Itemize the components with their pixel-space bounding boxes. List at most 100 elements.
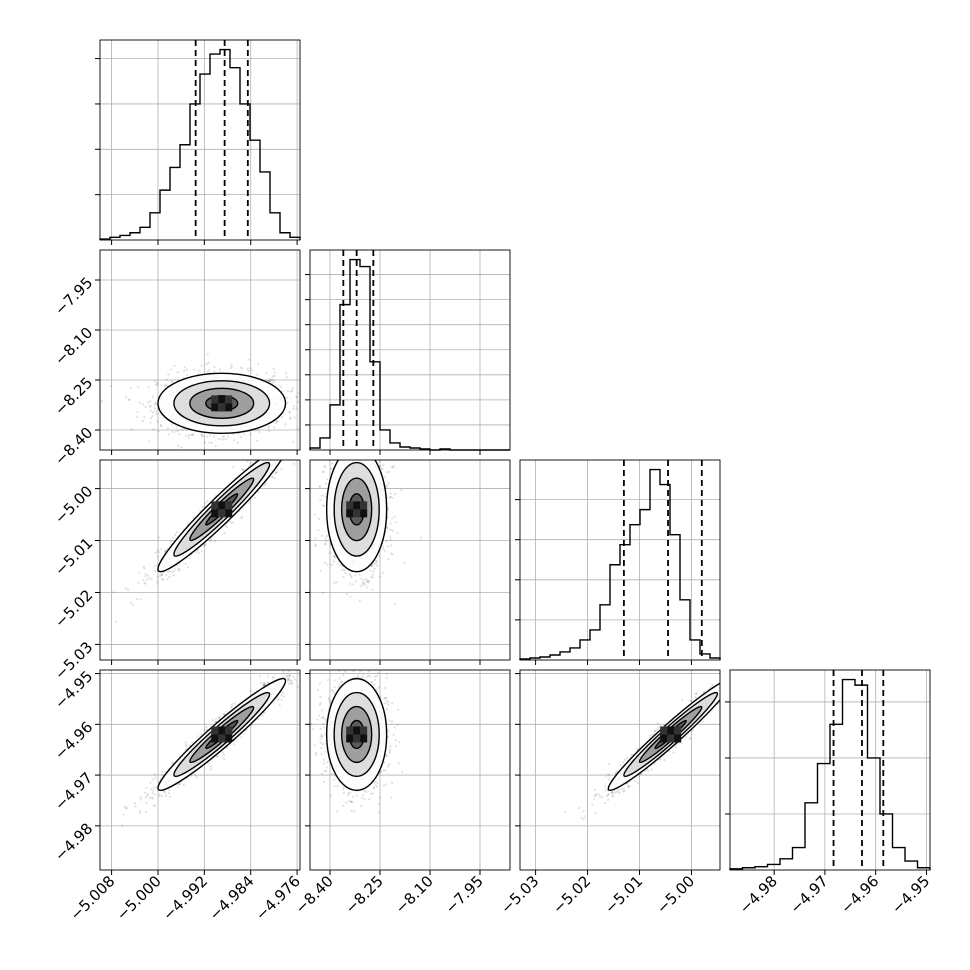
scatter-point xyxy=(214,540,217,543)
scatter-point xyxy=(229,367,232,370)
scatter-point xyxy=(378,465,382,468)
scatter-point xyxy=(230,705,233,708)
scatter-point xyxy=(364,442,366,444)
scatter-point xyxy=(154,383,158,386)
scatter-point xyxy=(148,577,151,580)
scatter-point xyxy=(295,407,298,410)
scatter-point xyxy=(310,428,312,430)
scatter-point xyxy=(183,369,186,372)
scatter-point xyxy=(333,581,336,585)
scatter-point xyxy=(160,384,163,387)
scatter-point xyxy=(262,684,265,687)
panel-frame xyxy=(99,459,301,661)
scatter-point xyxy=(222,751,225,754)
scatter-point xyxy=(241,468,244,472)
scatter-point xyxy=(217,437,220,441)
scatter-point xyxy=(346,593,349,596)
scatter-point xyxy=(253,496,256,499)
panel-frame xyxy=(309,249,511,451)
scatter-point xyxy=(144,582,147,585)
scatter-point xyxy=(358,599,361,603)
scatter-point xyxy=(200,433,203,436)
scatter-point xyxy=(357,451,359,453)
scatter-point xyxy=(203,729,206,732)
scatter-point xyxy=(241,468,244,471)
scatter-point xyxy=(139,810,142,813)
scatter-point xyxy=(193,368,196,371)
scatter-point xyxy=(269,377,272,380)
scatter-point xyxy=(337,414,339,416)
scatter-point xyxy=(280,667,282,669)
scatter-point xyxy=(240,517,243,520)
scatter-point xyxy=(284,452,286,454)
scatter-point xyxy=(249,433,252,436)
scatter-point xyxy=(337,563,340,566)
scatter-point xyxy=(382,547,385,550)
scatter-point xyxy=(265,371,268,375)
scatter-point xyxy=(130,428,133,431)
scatter-point xyxy=(382,451,384,453)
scatter-point xyxy=(297,438,299,440)
scatter-point xyxy=(201,435,204,438)
scatter-point xyxy=(284,423,287,426)
scatter-point xyxy=(322,470,325,473)
scatter-point xyxy=(284,439,286,441)
scatter-point xyxy=(214,717,218,720)
scatter-point xyxy=(362,452,364,454)
density-peak-cell xyxy=(218,403,226,412)
scatter-point xyxy=(344,572,347,575)
scatter-point xyxy=(334,556,337,559)
scatter-point xyxy=(153,564,156,568)
scatter-point xyxy=(288,410,291,413)
scatter-point xyxy=(274,472,277,475)
scatter-point xyxy=(325,482,328,485)
scatter-point xyxy=(206,353,209,356)
scatter-point xyxy=(145,578,149,581)
scatter-point xyxy=(277,456,279,458)
scatter-point xyxy=(272,451,274,453)
scatter-point xyxy=(218,715,221,719)
scatter-point xyxy=(280,453,282,455)
scatter-point xyxy=(267,425,270,428)
scatter-point xyxy=(213,435,216,438)
scatter-point xyxy=(230,365,233,368)
scatter-point xyxy=(137,581,140,585)
scatter-point xyxy=(394,492,397,495)
scatter-point xyxy=(419,536,422,539)
scatter-point xyxy=(362,446,364,448)
scatter-point xyxy=(381,467,384,470)
scatter-point xyxy=(285,371,288,374)
scatter-point xyxy=(387,558,390,561)
scatter-point xyxy=(289,417,292,421)
scatter-point xyxy=(381,468,384,471)
scatter-point xyxy=(262,681,265,685)
scatter-point xyxy=(389,495,392,499)
scatter-point xyxy=(263,484,266,487)
scatter-point xyxy=(209,434,212,437)
scatter-point xyxy=(350,427,352,429)
scatter-point xyxy=(288,411,291,414)
scatter-point xyxy=(149,417,153,420)
scatter-point xyxy=(375,456,377,458)
scatter-point xyxy=(371,588,374,592)
scatter-point xyxy=(157,536,160,539)
scatter-point xyxy=(388,470,391,474)
scatter-point xyxy=(156,549,159,552)
scatter-point xyxy=(391,496,394,499)
scatter-point xyxy=(187,436,190,439)
scatter-point xyxy=(165,547,168,550)
scatter-point xyxy=(281,389,284,393)
scatter-point xyxy=(207,361,210,364)
scatter-point xyxy=(365,458,367,460)
scatter-point xyxy=(346,454,348,456)
scatter-point xyxy=(233,743,236,746)
scatter-point xyxy=(247,370,250,373)
scatter-point xyxy=(171,380,174,383)
scatter-point xyxy=(136,411,139,414)
scatter-point xyxy=(363,458,365,460)
scatter-point xyxy=(323,466,327,469)
scatter-point xyxy=(243,432,246,435)
scatter-point xyxy=(203,441,207,444)
scatter-point xyxy=(241,367,244,370)
scatter-point xyxy=(216,755,219,759)
